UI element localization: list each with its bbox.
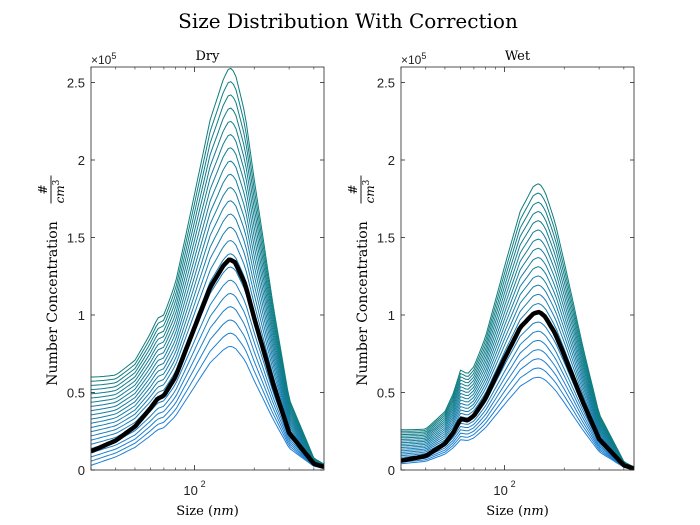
x-tick-label: 10	[493, 483, 507, 498]
x-tick-exponent: 2	[201, 479, 206, 489]
series-curve	[91, 306, 324, 469]
series-curve	[91, 160, 324, 466]
y-tick-label: 2	[78, 153, 85, 168]
series-curve	[401, 220, 634, 469]
series-curve	[401, 367, 634, 470]
series-curve	[401, 201, 634, 468]
series-curve	[91, 120, 324, 466]
series-curve	[401, 238, 634, 469]
series-curve	[91, 332, 324, 469]
panel-title: Dry	[196, 49, 221, 64]
plot-frame	[90, 66, 325, 471]
series-curve	[401, 376, 634, 470]
y-tick-label: 2	[388, 153, 395, 168]
y-axis-label-denominator: cm3	[52, 179, 67, 203]
series-curve	[91, 319, 324, 469]
y-tick-label: 0.5	[377, 386, 395, 401]
series-curve	[91, 94, 324, 465]
y-axis-label-numerator: #	[346, 184, 360, 194]
series-curve	[91, 200, 324, 467]
axes: 0 0.5 1 1.5 2 2.5 10 2	[67, 66, 325, 498]
y-tick-label: 1.5	[377, 231, 395, 246]
mean-curve-group	[401, 309, 634, 470]
chart-panel-wet: 0 0.5 1 1.5 2 2.5 10 2 Wet Size (nm) Number Con…	[346, 49, 635, 519]
series-curve	[401, 210, 634, 468]
y-axis-label-text: Number Concentration	[45, 221, 61, 385]
x-axis-label: Size (nm)	[486, 504, 549, 519]
y-axis-label-denominator: cm3	[362, 179, 377, 203]
series-curve	[401, 256, 634, 469]
series-curve	[401, 358, 634, 470]
figure-title: Size Distribution With Correction	[178, 9, 518, 33]
curve-group	[91, 67, 324, 469]
y-multiplier-label: ×105	[91, 51, 116, 67]
y-axis-label-numerator: #	[36, 184, 50, 194]
series-curve	[91, 81, 324, 465]
series-curve	[401, 247, 634, 469]
series-curve	[91, 134, 324, 466]
series-curve	[401, 321, 634, 469]
curve-group	[401, 183, 634, 470]
series-curve	[401, 275, 634, 469]
y-tick-label: 0	[388, 463, 395, 478]
x-tick-label: 10	[183, 483, 197, 498]
series-curve	[91, 187, 324, 467]
y-axis-label-text: Number Concentration	[355, 221, 371, 385]
y-tick-label: 2.5	[377, 76, 395, 91]
mean-curve	[401, 309, 634, 470]
plot-frame	[400, 66, 635, 471]
series-curve	[91, 226, 324, 467]
series-curve	[401, 349, 634, 470]
mean-curve	[91, 257, 324, 470]
series-curve	[91, 173, 324, 467]
series-curve	[401, 229, 634, 469]
series-curve	[91, 292, 324, 468]
y-tick-label: 0	[78, 463, 85, 478]
y-tick-label: 1	[388, 308, 395, 323]
series-curve	[401, 183, 634, 468]
x-axis-label: Size (nm)	[176, 504, 239, 519]
series-curve	[91, 107, 324, 466]
y-axis-label: Number Concentration # cm3	[36, 175, 67, 386]
series-curve	[91, 213, 324, 467]
y-multiplier-label: ×105	[401, 51, 426, 67]
y-tick-label: 1.5	[67, 231, 85, 246]
series-curve	[401, 192, 634, 468]
chart-panel-dry: 0 0.5 1 1.5 2 2.5 10 2 Dry Size (nm) Number Con…	[36, 49, 325, 519]
y-tick-label: 0.5	[67, 386, 85, 401]
series-curve	[401, 284, 634, 469]
y-tick-label: 2.5	[67, 76, 85, 91]
series-curve	[91, 147, 324, 466]
panel-title: Wet	[505, 49, 531, 64]
series-curve	[91, 345, 324, 469]
axes: 0 0.5 1 1.5 2 2.5 10 2	[377, 66, 635, 498]
y-tick-label: 1	[78, 308, 85, 323]
x-tick-exponent: 2	[511, 479, 516, 489]
mean-curve-group	[91, 257, 324, 470]
series-curve	[91, 67, 324, 465]
series-curve	[401, 266, 634, 469]
y-axis-label: Number Concentration # cm3	[346, 175, 377, 386]
